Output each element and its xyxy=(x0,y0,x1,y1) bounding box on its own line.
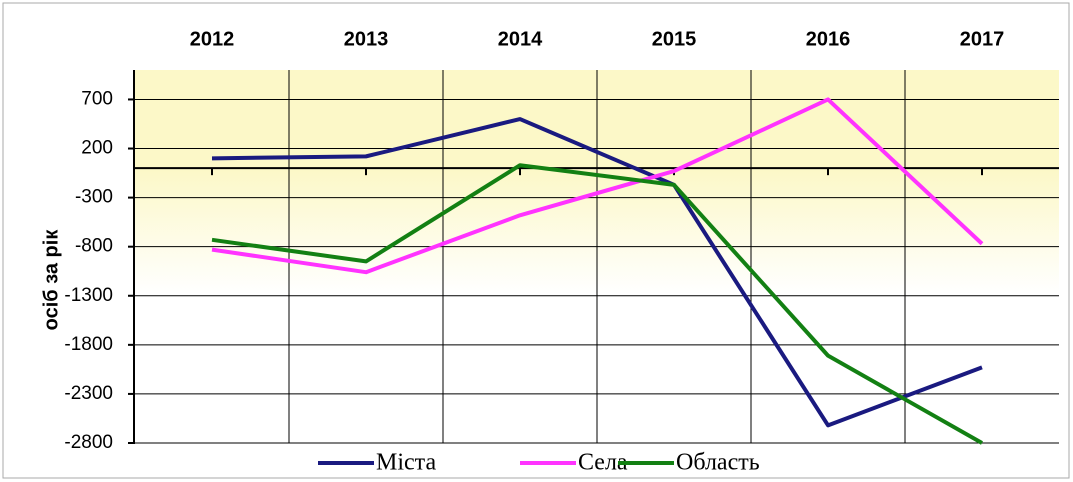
legend-label: Область xyxy=(676,450,760,476)
x-tick-label: 2012 xyxy=(190,28,235,50)
y-tick-label: -1300 xyxy=(64,285,113,306)
y-tick-label: -2300 xyxy=(64,383,113,404)
x-tick-label: 2017 xyxy=(960,28,1005,50)
y-tick-label: -800 xyxy=(75,236,113,257)
legend-label: Міста xyxy=(376,450,436,476)
series-line xyxy=(211,163,983,445)
x-tick-label: 2013 xyxy=(344,28,389,50)
y-tick-label: -1800 xyxy=(64,334,113,355)
x-tick-label: 2016 xyxy=(806,28,851,50)
y-tick-label: -300 xyxy=(75,187,113,208)
y-tick-label: 700 xyxy=(81,88,113,109)
y-tick-label: -2800 xyxy=(64,432,113,453)
x-tick-label: 2014 xyxy=(498,28,543,50)
y-tick-label: 200 xyxy=(81,138,113,159)
series-line xyxy=(211,97,984,275)
y-axis-label: осіб за рік xyxy=(40,229,62,331)
series-line xyxy=(211,117,983,428)
x-tick-label: 2015 xyxy=(652,28,697,50)
